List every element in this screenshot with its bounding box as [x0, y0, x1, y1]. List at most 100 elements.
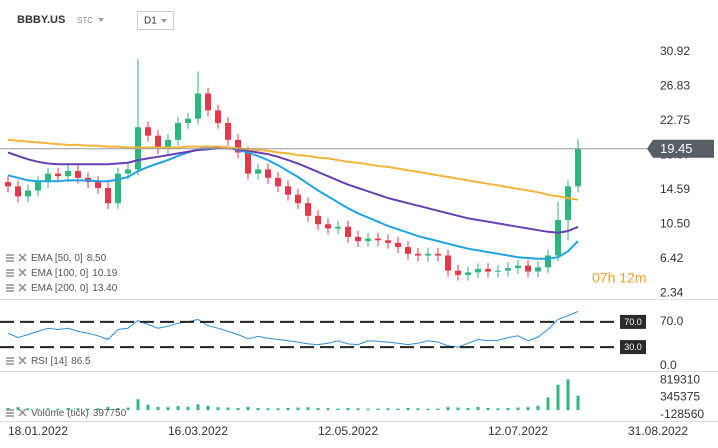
- symbol[interactable]: BBBY.US: [17, 14, 65, 26]
- y-tick-label: 30.92: [660, 44, 690, 58]
- candle-body: [475, 268, 481, 273]
- volume-bar: [396, 408, 400, 411]
- legend-value: 10.19: [92, 268, 117, 279]
- interval-box[interactable]: [137, 11, 174, 30]
- candle-body: [505, 268, 511, 271]
- legend-value: 86.5: [71, 356, 91, 367]
- candle-body: [105, 187, 111, 204]
- candle-body: [115, 173, 121, 204]
- y-tick-label: 345375: [660, 390, 700, 404]
- y-tick-label: 819310: [660, 373, 700, 387]
- volume-bar: [306, 407, 310, 411]
- volume-bar: [296, 407, 300, 411]
- candle-body: [425, 253, 431, 256]
- volume-bar: [356, 408, 360, 411]
- y-tick-label: 22.75: [660, 113, 690, 127]
- legend-close-icon[interactable]: [18, 283, 27, 292]
- legend-label: EMA [50, 0] 8.50: [31, 253, 107, 264]
- candle-body: [5, 182, 11, 187]
- legend-label: EMA [200, 0] 13.40: [31, 283, 118, 294]
- y-tick-label: 14.59: [660, 182, 690, 196]
- volume-bar: [16, 407, 20, 411]
- y-tick-label: -128560: [660, 407, 704, 421]
- candle-body: [325, 224, 331, 229]
- rsi-level-box: [620, 340, 646, 355]
- volume-bar: [196, 404, 200, 411]
- candle-body: [295, 194, 301, 204]
- candle-body: [385, 240, 391, 243]
- volume-bar: [126, 407, 130, 411]
- volume-bar: [526, 407, 530, 411]
- volume-bar: [36, 408, 40, 411]
- legend-close-icon[interactable]: [18, 408, 27, 417]
- legend-name: RSI [14]: [31, 356, 67, 367]
- volume-bar: [246, 406, 250, 411]
- legend-value: 13.40: [92, 283, 117, 294]
- ema-line: [7, 145, 579, 260]
- candle-body: [435, 253, 441, 256]
- volume-bar: [556, 384, 560, 411]
- legend-close-icon[interactable]: [18, 356, 27, 365]
- last-price-box: [647, 139, 714, 158]
- volume-bar: [426, 408, 430, 411]
- volume-bar: [146, 404, 150, 411]
- candle-body: [495, 270, 501, 272]
- volume-bar: [566, 379, 570, 411]
- volume-bar: [316, 407, 320, 411]
- candle-body: [395, 242, 401, 248]
- candle-body: [305, 203, 311, 216]
- volume-bar: [66, 407, 70, 411]
- volume-bar: [546, 397, 550, 411]
- ema-line: [7, 138, 579, 201]
- candle-body: [255, 169, 261, 174]
- y-tick-label: 70.0: [660, 314, 684, 328]
- interval[interactable]: D1: [144, 16, 157, 27]
- volume-bar: [166, 407, 170, 411]
- volume-bar: [386, 408, 390, 411]
- volume-bar: [536, 405, 540, 411]
- candle-body: [55, 173, 61, 177]
- volume-bar: [516, 407, 520, 411]
- candle-body: [525, 265, 531, 272]
- candle-body: [95, 182, 101, 188]
- legend-label: Volume (tick) 397750: [31, 408, 127, 419]
- volume-bar: [76, 408, 80, 411]
- candle-body: [235, 139, 241, 153]
- volume-bar: [26, 408, 30, 411]
- dropdown-arrow[interactable]: [161, 19, 167, 23]
- volume-bar: [216, 407, 220, 411]
- rsi-line: [7, 311, 579, 348]
- rsi-level-box: [620, 314, 646, 329]
- rsi-level-label: 30.0: [624, 342, 642, 352]
- candle-body: [175, 123, 181, 140]
- volume-bar: [266, 408, 270, 411]
- dropdown-arrow[interactable]: [98, 18, 104, 22]
- candle-body: [445, 255, 451, 271]
- y-tick-label: 10.50: [660, 216, 690, 230]
- legend-close-icon[interactable]: [18, 253, 27, 262]
- candle-body: [455, 270, 461, 275]
- volume-bar: [236, 407, 240, 411]
- legend-close-icon[interactable]: [18, 268, 27, 277]
- candle-body: [245, 152, 251, 174]
- volume-bar: [136, 399, 140, 411]
- volume-bar: [496, 408, 500, 411]
- candle-body: [25, 190, 31, 197]
- volume-bar: [46, 408, 50, 411]
- candle-body: [555, 220, 561, 256]
- volume-bar: [456, 407, 460, 411]
- candle-body: [145, 127, 151, 136]
- volume-bar: [406, 407, 410, 411]
- legend-label: EMA [100, 0] 10.19: [31, 268, 118, 279]
- legend-name: EMA [200, 0]: [31, 283, 88, 294]
- volume-bar: [176, 406, 180, 411]
- volume-bar: [106, 406, 110, 411]
- x-tick-label: 16.03.2022: [168, 424, 228, 438]
- volume-bar: [576, 395, 580, 411]
- candle-body: [225, 123, 231, 140]
- rsi-level-label: 70.0: [624, 317, 642, 327]
- candle-body: [315, 215, 321, 225]
- volume-bar: [466, 407, 470, 411]
- volume-bar: [206, 405, 210, 411]
